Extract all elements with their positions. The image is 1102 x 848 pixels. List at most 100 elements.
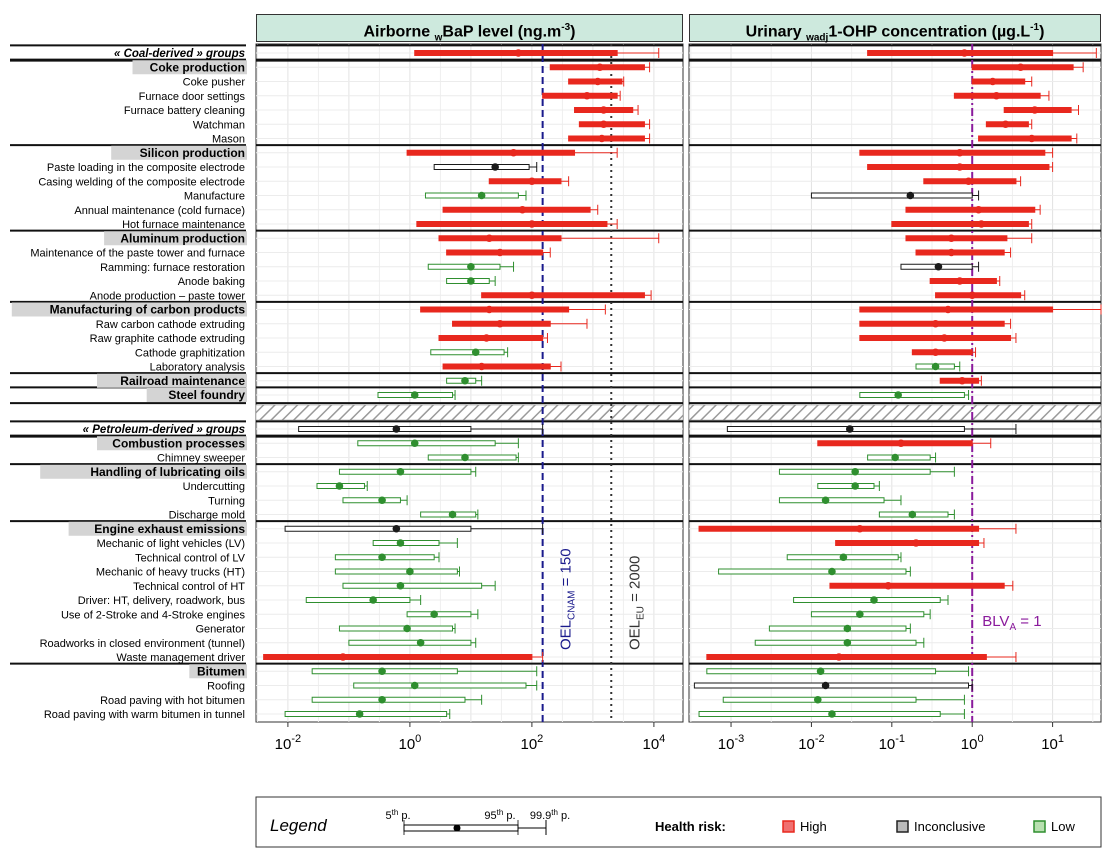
median-dot <box>378 553 386 562</box>
median-dot <box>856 524 864 533</box>
range-bar-5-95 <box>891 221 1029 227</box>
range-bar-5-95 <box>578 121 645 128</box>
median-dot <box>974 205 983 214</box>
range-bar-5-95 <box>859 149 1046 156</box>
range-bar-5-95 <box>935 292 1022 299</box>
median-dot <box>968 291 977 300</box>
median-dot <box>960 49 969 57</box>
range-bar-5-95 <box>810 611 925 618</box>
median-dot <box>378 667 386 676</box>
median-dot <box>897 439 905 448</box>
row-label-header: Manufacturing of carbon products <box>50 303 246 317</box>
hatch-band <box>688 404 1102 421</box>
row-label-main: « Coal-derived » groups <box>114 48 245 60</box>
median-dot <box>477 362 486 371</box>
row-label-highlight <box>189 664 247 679</box>
range-bar-5-95 <box>754 639 917 646</box>
range-bar-5-95 <box>442 363 551 370</box>
median-dot <box>1016 63 1025 72</box>
legend-label-95th: 95th p. <box>484 808 515 822</box>
range-bar-5-95 <box>406 611 472 618</box>
tick-label: 104 <box>642 733 665 753</box>
row-label-highlight <box>132 60 247 75</box>
median-dot <box>1027 134 1036 143</box>
median-dot <box>392 425 401 433</box>
row-label-highlight <box>68 521 247 536</box>
range-bar-5-95 <box>305 597 411 603</box>
legend-swatch-high <box>782 820 795 833</box>
range-bar-5-95 <box>698 525 980 532</box>
tick-label: 101 <box>1041 733 1064 753</box>
range-bar-5-95 <box>718 568 907 575</box>
row-label: Anode baking <box>178 276 245 288</box>
range-bar-5-95 <box>905 206 1036 213</box>
median-dot <box>912 539 920 547</box>
median-dot <box>821 496 830 505</box>
median-dot <box>467 277 475 285</box>
range-bar-5-95 <box>427 263 501 270</box>
median-dot <box>947 248 956 257</box>
row-label: Watchman <box>193 119 245 131</box>
median-dot <box>870 596 878 604</box>
row-label: Coke pusher <box>183 77 246 89</box>
range-bar-5-95 <box>446 377 477 384</box>
median-dot <box>816 667 825 676</box>
oel-cnam-label: OELCNAM = 150 <box>558 548 578 650</box>
median-dot <box>410 681 419 690</box>
median-dot <box>396 581 405 590</box>
row-label: Turning <box>208 495 245 507</box>
row-label-header: Handling of lubricating oils <box>90 465 245 479</box>
range-bar-5-95 <box>905 235 1008 242</box>
row-label: Mason <box>212 134 245 146</box>
legend-item-high: High <box>800 819 827 834</box>
median-dot <box>518 205 527 214</box>
range-bar-5-95 <box>298 426 472 432</box>
range-bar-5-95 <box>481 292 645 299</box>
median-dot <box>851 482 859 490</box>
range-bar-5-95 <box>706 654 987 660</box>
median-dot <box>934 262 943 271</box>
row-label-highlight <box>11 302 247 317</box>
median-dot <box>514 49 523 57</box>
range-bar-5-95 <box>334 568 458 575</box>
legend-swatch-inconclusive <box>896 820 909 833</box>
row-label-header: Combustion processes <box>112 436 245 450</box>
median-dot <box>1030 106 1039 114</box>
range-bar-5-95 <box>778 497 885 504</box>
range-bar-5-95 <box>338 625 454 632</box>
row-label: Waste management driver <box>116 652 245 664</box>
median-dot <box>491 163 499 171</box>
row-label: Maintenance of the paste tower and furna… <box>30 248 245 260</box>
range-bar-5-95 <box>971 78 1026 85</box>
row-label: Driver: HT, delivery, roadwork, bus <box>78 595 246 607</box>
median-dot <box>828 710 836 718</box>
tick-label: 102 <box>520 733 543 753</box>
median-dot <box>955 277 964 285</box>
range-bar-5-95 <box>442 206 591 213</box>
legend-risk-label: Health risk: <box>655 819 726 834</box>
range-bar-5-95 <box>859 335 1012 341</box>
row-label-highlight <box>104 231 247 246</box>
row-label: Laboratory analysis <box>150 362 246 374</box>
panel-title-airborne: Airborne wBaP level (ng.m-3) <box>256 14 683 44</box>
median-dot <box>448 510 457 519</box>
row-label: Manufacture <box>184 191 245 203</box>
median-dot <box>851 467 859 476</box>
median-dot <box>461 376 469 385</box>
median-dot <box>884 581 892 590</box>
median-dot <box>392 524 401 533</box>
range-bar-5-95 <box>284 525 472 532</box>
tick-label: 10-3 <box>718 733 744 753</box>
range-bar-5-95 <box>420 511 477 518</box>
median-dot <box>931 319 940 328</box>
median-dot <box>528 291 536 300</box>
range-bar-5-95 <box>342 582 483 589</box>
range-bar-5-95 <box>353 682 527 689</box>
median-dot <box>955 163 964 171</box>
median-dot <box>931 362 940 371</box>
range-bar-5-95 <box>793 597 941 603</box>
median-dot <box>339 653 347 661</box>
row-label: Technical control of HT <box>133 581 245 593</box>
median-dot <box>894 391 902 399</box>
row-label: Cathode graphitization <box>135 347 245 359</box>
